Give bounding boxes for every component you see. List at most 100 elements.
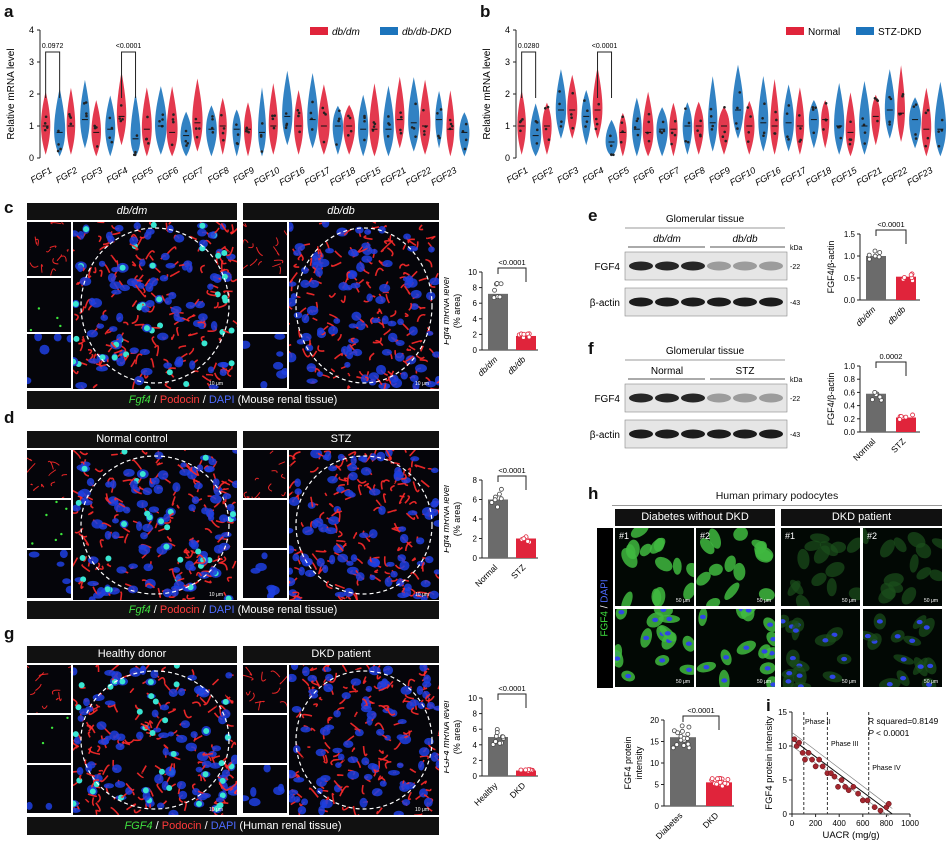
data-point bbox=[184, 129, 188, 133]
significance-bracket bbox=[875, 229, 907, 244]
podocin-signal bbox=[280, 473, 286, 479]
data-point bbox=[845, 787, 852, 794]
dapi-nucleus bbox=[273, 361, 284, 370]
data-point bbox=[684, 139, 688, 143]
fgf4-cell bbox=[901, 587, 917, 605]
data-point bbox=[924, 111, 928, 115]
podocin-signal bbox=[289, 491, 294, 497]
violin-STZ-DKD bbox=[834, 82, 845, 155]
data-point bbox=[736, 127, 739, 130]
y-tick-label: 3 bbox=[29, 57, 34, 67]
podocin-signal bbox=[156, 783, 164, 794]
data-point bbox=[310, 128, 314, 131]
dapi-nucleus bbox=[864, 633, 871, 639]
channel-blue-left-canvas bbox=[27, 801, 53, 810]
data-point bbox=[260, 150, 264, 153]
dapi-nucleus bbox=[129, 347, 139, 354]
footer-sep: / bbox=[201, 820, 211, 832]
podocin-signal bbox=[98, 769, 104, 772]
fgf4-signal bbox=[37, 307, 41, 310]
dapi-nucleus bbox=[196, 751, 209, 762]
dapi-nucleus bbox=[27, 801, 33, 810]
data-point bbox=[670, 142, 673, 146]
podocyte-image: 50 μm bbox=[696, 609, 775, 687]
data-point bbox=[347, 134, 350, 137]
group-label: STZ bbox=[736, 366, 755, 377]
footer-dapi: DAPI bbox=[210, 820, 237, 832]
x-tick-label: 200 bbox=[809, 819, 823, 828]
violin-STZ-DKD bbox=[884, 69, 895, 139]
dapi-nucleus bbox=[217, 361, 229, 368]
scale-bar-label: 10 μm bbox=[415, 381, 429, 387]
blot-band bbox=[655, 429, 679, 439]
dapi-nucleus bbox=[140, 532, 148, 540]
dapi-nucleus bbox=[388, 769, 400, 776]
podocin-signal bbox=[411, 339, 423, 345]
podocin-signal bbox=[166, 535, 172, 542]
podocin-signal bbox=[387, 509, 397, 514]
dapi-nucleus bbox=[395, 339, 405, 347]
dapi-nucleus bbox=[369, 529, 378, 539]
podocin-signal bbox=[29, 262, 39, 268]
podocin-signal bbox=[79, 774, 82, 780]
dapi-nucleus bbox=[195, 766, 203, 773]
dapi-nucleus bbox=[399, 783, 410, 792]
panel-d-label: d bbox=[4, 408, 15, 427]
data-point bbox=[95, 145, 99, 148]
dapi-nucleus bbox=[379, 780, 387, 787]
data-point bbox=[746, 106, 750, 109]
dapi-nucleus bbox=[316, 787, 323, 795]
fgf4-signal bbox=[156, 296, 163, 303]
podocin-signal bbox=[178, 345, 187, 350]
fgf4-signal bbox=[158, 768, 165, 775]
channel-green-left-canvas bbox=[31, 500, 68, 545]
data-point bbox=[521, 536, 527, 542]
podocin-signal bbox=[402, 697, 407, 703]
dapi-nucleus bbox=[306, 305, 319, 316]
data-point bbox=[812, 763, 819, 770]
podocin-signal bbox=[232, 319, 237, 328]
dapi-nucleus bbox=[151, 709, 159, 718]
dapi-nucleus bbox=[193, 482, 203, 490]
podocin-signal bbox=[391, 684, 394, 688]
podocin-signal bbox=[110, 806, 120, 815]
x-tick-label: FGF2 bbox=[54, 165, 79, 185]
data-point bbox=[877, 250, 883, 255]
podocin-signal bbox=[176, 327, 180, 337]
dapi-nucleus bbox=[829, 674, 836, 680]
fgf4-cell bbox=[639, 543, 652, 557]
data-point bbox=[337, 117, 341, 121]
podocin-signal bbox=[243, 264, 248, 270]
dapi-nucleus bbox=[341, 692, 351, 700]
podocin-signal bbox=[249, 692, 255, 702]
data-point bbox=[746, 140, 750, 143]
dapi-nucleus bbox=[354, 728, 364, 737]
podocin-signal bbox=[230, 227, 237, 235]
footer-gene: Fgf4 bbox=[128, 604, 151, 616]
p-value: <0.0001 bbox=[877, 220, 904, 229]
podocin-signal bbox=[94, 562, 101, 571]
podocin-signal bbox=[230, 741, 237, 749]
data-point bbox=[547, 138, 551, 142]
podocin-signal bbox=[188, 347, 195, 356]
data-point bbox=[110, 140, 114, 144]
dapi-nucleus bbox=[351, 311, 362, 321]
fgf4-cell bbox=[795, 594, 811, 606]
footer-sep: / bbox=[150, 604, 160, 616]
podocin-signal bbox=[271, 687, 281, 694]
data-point bbox=[699, 119, 702, 123]
data-point bbox=[422, 108, 425, 112]
dapi-nucleus bbox=[77, 715, 85, 722]
x-axis-label: UACR (mg/g) bbox=[822, 830, 879, 841]
channel-blue-left-canvas bbox=[27, 334, 71, 385]
podocin-signal bbox=[292, 591, 300, 598]
podocin-signal bbox=[94, 468, 104, 473]
x-tick-label: FGF8 bbox=[682, 165, 707, 185]
podocin-signal bbox=[420, 479, 430, 488]
x-tick-label: FGF4 bbox=[105, 165, 130, 185]
data-point bbox=[747, 130, 751, 134]
y-axis-label: Relative mRNA level bbox=[6, 48, 17, 139]
fgf4-signal bbox=[149, 262, 156, 269]
fgf4-signal bbox=[105, 555, 112, 562]
x-tick-label: FGF15 bbox=[829, 165, 859, 188]
